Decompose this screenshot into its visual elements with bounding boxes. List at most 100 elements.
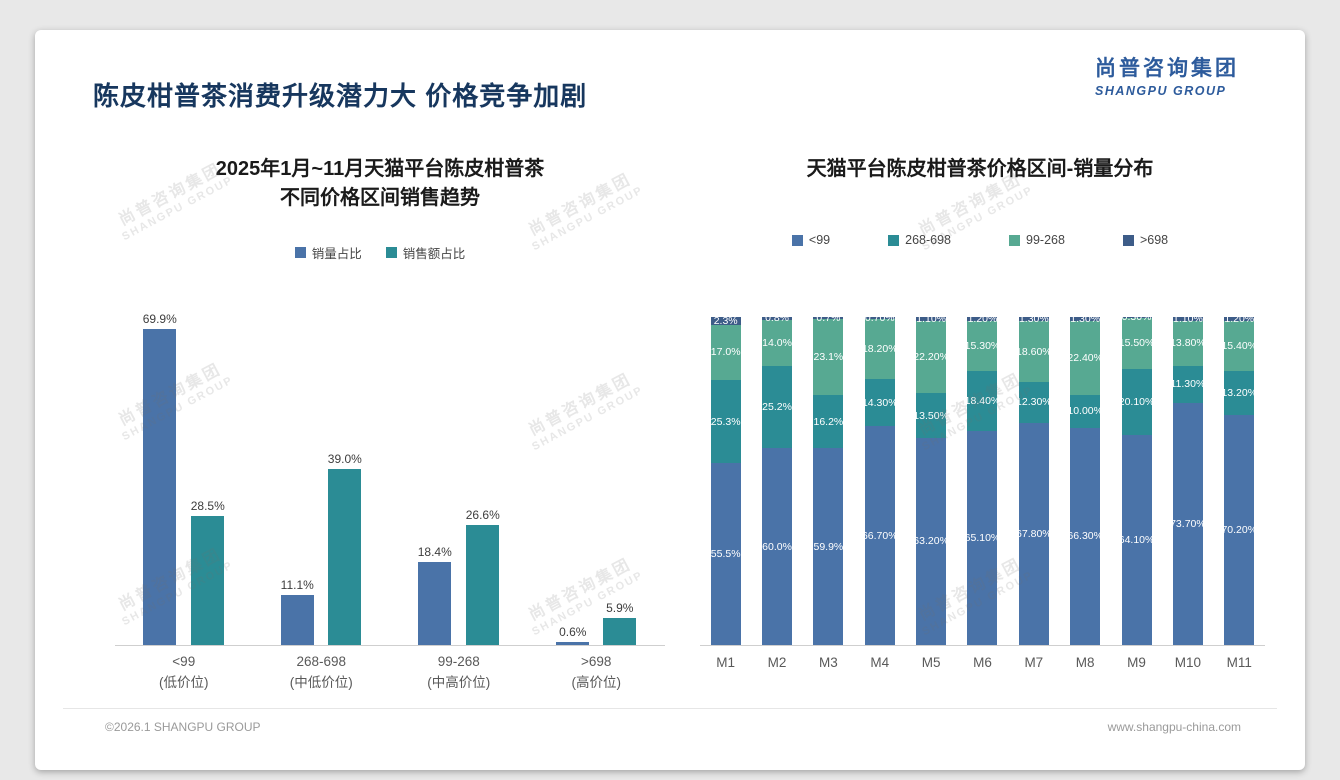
stacked-segment	[1172, 320, 1203, 366]
legend-label: >698	[1139, 233, 1169, 247]
right-chart-plot-area: 55.5% 25.3% 17.0% 2.3% 60.0% 25.2% 14.0% 0.8% 59…	[700, 317, 1265, 646]
segment-value-label: 55.5%	[710, 548, 741, 561]
category-label-sub: (中高价位)	[427, 674, 491, 690]
segment-value-label: 17.0%	[710, 346, 741, 359]
stacked-segment	[813, 317, 844, 320]
stacked-segment	[762, 448, 793, 645]
segment-value-label: 15.30%	[967, 340, 997, 353]
month-label: M11	[1226, 655, 1252, 670]
stacked-segment	[813, 319, 844, 396]
right-chart-category-axis: M1 M2 M3 M4 M5 M6 M7 M8 M9 M10 M11	[700, 655, 1265, 670]
segment-value-label: 0.70%	[864, 317, 895, 325]
bar	[418, 561, 452, 645]
month-label: M6	[973, 655, 992, 670]
stacked-segment	[1224, 320, 1255, 372]
stacked-segment	[1070, 427, 1101, 645]
stacked-segment	[916, 437, 947, 645]
segment-value-label: 18.60%	[1018, 345, 1049, 358]
stacked-bar-column: 73.70% 11.30% 13.80% 1.10%	[1172, 317, 1203, 645]
stacked-segment	[762, 319, 793, 366]
bar-column: 0.6%	[556, 625, 590, 645]
stacked-bar-column: 66.30% 10.00% 22.40% 1.30%	[1070, 317, 1101, 645]
segment-value-label: 1.30%	[1018, 317, 1049, 326]
month-label: M1	[716, 655, 736, 670]
stacked-segment	[710, 317, 741, 325]
stacked-segment	[916, 320, 947, 394]
segment-value-label: 63.20%	[916, 535, 946, 548]
bar	[466, 524, 500, 645]
bar-group: 0.6% 5.9%	[528, 315, 666, 645]
segment-value-label: 23.1%	[813, 351, 844, 364]
month-label: M10	[1174, 655, 1202, 670]
segment-value-label: 25.2%	[762, 400, 792, 413]
segment-value-label: 14.30%	[864, 396, 895, 409]
segment-value-label: 1.10%	[1173, 317, 1203, 325]
segment-value-label: 1.20%	[1224, 317, 1255, 325]
stacked-segment	[813, 395, 844, 449]
stacked-bar-column: 65.10% 18.40% 15.30% 1.20%	[967, 317, 998, 645]
stacked-segment	[864, 379, 895, 427]
left-chart-plot-area: 69.9% 28.5% 11.1% 39.0% 18.4% 26.6% 0.6% 5.9%	[115, 312, 666, 646]
left-chart-legend: 销量占比 销售额占比	[80, 243, 680, 262]
category-label: >698 (高价位)	[528, 652, 666, 694]
category-label-main: >698	[581, 654, 612, 669]
left-chart-title: 2025年1月~11月天猫平台陈皮柑普茶 不同价格区间销售趋势	[80, 155, 680, 213]
bar	[280, 594, 314, 645]
stacked-segment	[1121, 318, 1152, 369]
right-stacked-bar-chart: 天猫平台陈皮柑普茶价格区间-销量分布 <99 268-698 99-268 >698 …	[675, 155, 1285, 735]
segment-value-label: 13.80%	[1172, 337, 1203, 350]
bar	[556, 642, 590, 645]
legend-swatch	[1122, 234, 1134, 246]
bar-column: 28.5%	[191, 499, 225, 645]
bar-column: 39.0%	[328, 452, 362, 645]
bar-value-label: 0.6%	[559, 625, 587, 640]
page-title: 陈皮柑普茶消费升级潜力大 价格竞争加剧	[93, 81, 588, 111]
stacked-bar-column: 64.10% 20.10% 15.50% 0.30%	[1121, 317, 1152, 645]
category-label-sub: (高价位)	[571, 674, 622, 690]
stacked-bar-column: 67.80% 12.30% 18.60% 1.30%	[1018, 317, 1049, 645]
stacked-segment	[1018, 321, 1049, 383]
logo-english-text: SHANGPU GROUP	[1095, 84, 1227, 98]
bar-value-label: 69.9%	[142, 312, 177, 327]
bar-column: 69.9%	[143, 312, 177, 645]
segment-value-label: 59.9%	[813, 540, 844, 553]
segment-value-label: 18.20%	[864, 343, 895, 356]
segment-value-label: 0.30%	[1121, 317, 1152, 324]
legend-item: 销售额占比	[385, 243, 466, 262]
stacked-segment	[1121, 317, 1152, 318]
stacked-segment	[1121, 368, 1152, 435]
bar-column: 26.6%	[466, 508, 500, 645]
legend-label: 99-268	[1026, 233, 1065, 247]
segment-value-label: 1.20%	[967, 317, 998, 325]
category-label-main: <99	[172, 654, 196, 669]
segment-value-label: 12.30%	[1018, 396, 1049, 409]
segment-value-label: 10.00%	[1070, 405, 1100, 418]
category-label-main: 268-698	[296, 654, 347, 669]
bar-group: 69.9% 28.5%	[115, 312, 253, 645]
stacked-segment	[967, 371, 998, 432]
stacked-segment	[1172, 403, 1203, 645]
bar-column: 18.4%	[418, 545, 452, 645]
stacked-segment	[1018, 422, 1049, 645]
stacked-segment	[916, 393, 947, 438]
stacked-segment	[1018, 317, 1049, 322]
stacked-segment	[813, 448, 844, 645]
bar-value-label: 26.6%	[465, 507, 500, 522]
footer-copyright: ©2026.1 SHANGPU GROUP	[105, 720, 261, 734]
segment-value-label: 25.3%	[710, 415, 741, 428]
month-label: M3	[819, 655, 838, 670]
category-label: <99 (低价位)	[115, 652, 253, 694]
stacked-segment	[1224, 371, 1255, 415]
legend-item: >698	[1122, 233, 1169, 247]
left-chart-title-line2: 不同价格区间销售趋势	[280, 187, 480, 209]
month-label: M9	[1127, 655, 1146, 670]
segment-value-label: 66.30%	[1070, 530, 1100, 543]
legend-label: <99	[808, 233, 831, 247]
stacked-segment	[967, 431, 998, 645]
bar-group: 11.1% 39.0%	[253, 315, 391, 645]
stacked-segment	[1224, 414, 1255, 645]
month-label: M5	[921, 655, 941, 670]
legend-label: 销售额占比	[402, 247, 466, 261]
stacked-bar-column: 55.5% 25.3% 17.0% 2.3%	[710, 317, 741, 645]
segment-value-label: 18.40%	[967, 395, 997, 408]
